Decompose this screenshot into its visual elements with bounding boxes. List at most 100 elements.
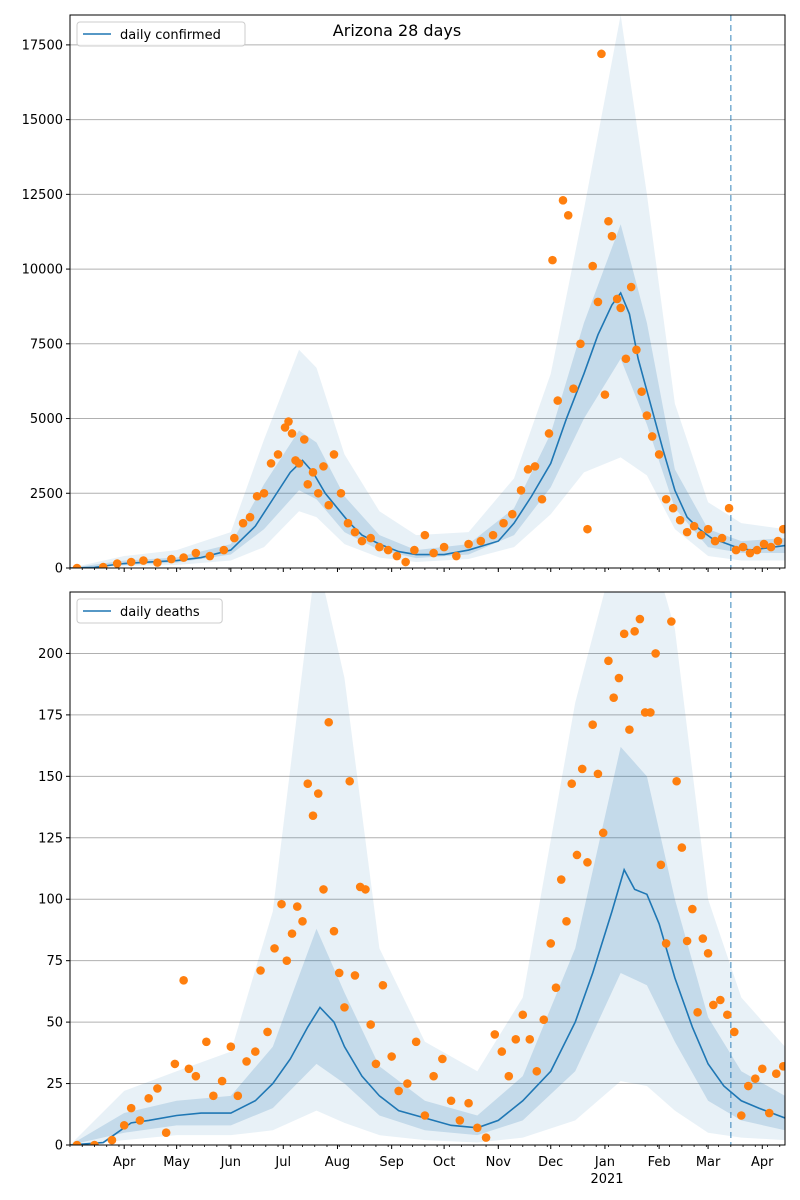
data-point [263, 1027, 272, 1037]
data-point [476, 536, 486, 546]
x-tick-label: Jan [594, 1155, 615, 1170]
data-point [126, 1103, 136, 1113]
y-tick-label: 5000 [30, 412, 63, 427]
data-point [651, 649, 660, 658]
data-point [593, 297, 603, 307]
data-point [329, 450, 339, 459]
y-tick-label: 175 [38, 708, 63, 723]
data-point [126, 557, 136, 567]
data-point [308, 468, 318, 477]
data-point [752, 545, 762, 555]
data-point [766, 542, 776, 552]
figure-title: Arizona 28 days [333, 21, 461, 40]
data-point [563, 210, 573, 220]
data-point [677, 843, 687, 852]
data-point [139, 556, 148, 565]
x-tick-label: Jun [220, 1155, 241, 1170]
data-point [703, 948, 713, 958]
data-point [696, 530, 706, 540]
data-point [361, 885, 370, 894]
data-point [266, 459, 276, 468]
data-point [668, 503, 678, 513]
legend-label: daily deaths [120, 605, 200, 620]
data-point [504, 1071, 514, 1081]
data-point [277, 899, 286, 909]
data-point [481, 1133, 491, 1142]
data-point [607, 231, 617, 241]
data-point [252, 491, 262, 501]
data-point [717, 533, 727, 543]
data-point [499, 518, 508, 528]
data-point [410, 545, 419, 555]
data-point [558, 196, 568, 205]
data-point [308, 811, 318, 820]
data-point [179, 976, 188, 985]
data-point [324, 717, 334, 727]
uncertainty-band-50 [70, 224, 785, 568]
data-point [689, 521, 699, 531]
data-point [682, 527, 692, 537]
data-point [144, 1094, 153, 1103]
data-point [642, 411, 652, 420]
y-tick-label: 7500 [30, 337, 63, 352]
data-point [119, 1121, 129, 1130]
plot-area [70, 592, 785, 1145]
x-tick-label: Jul [274, 1155, 291, 1170]
y-tick-label: 25 [46, 1077, 63, 1092]
data-point [569, 384, 578, 393]
data-point [667, 617, 676, 626]
data-point [716, 995, 725, 1005]
data-point [525, 1035, 535, 1044]
data-point [551, 983, 561, 993]
data-point [614, 673, 624, 683]
data-point [604, 656, 613, 666]
y-tick-label: 0 [55, 1139, 63, 1154]
y-tick-label: 125 [38, 831, 63, 846]
data-point [350, 527, 360, 537]
data-point [345, 776, 355, 786]
data-point [632, 345, 641, 355]
data-point [497, 1047, 507, 1056]
y-tick-label: 2500 [30, 487, 63, 502]
data-point [630, 627, 639, 636]
data-point [375, 542, 384, 552]
data-point [319, 462, 328, 471]
data-point [745, 548, 755, 558]
x-tick-label: Dec [538, 1155, 563, 1170]
data-point [576, 339, 585, 349]
data-point [313, 488, 323, 498]
data-point [205, 551, 215, 561]
data-point [672, 776, 681, 786]
data-point [319, 885, 328, 894]
data-point [577, 764, 587, 774]
data-point [588, 261, 598, 271]
data-point [191, 1071, 201, 1081]
x-tick-label: Feb [648, 1155, 671, 1170]
model-line [70, 867, 785, 1145]
data-point [609, 693, 618, 702]
x-tick-label: May [163, 1155, 190, 1170]
data-point [90, 1140, 99, 1145]
data-point [366, 1020, 375, 1029]
data-point [516, 485, 526, 495]
data-point [455, 1116, 465, 1125]
data-point [730, 1027, 739, 1037]
data-point [757, 1064, 767, 1074]
y-tick-label: 200 [38, 647, 63, 662]
data-point [72, 563, 82, 568]
data-point [282, 956, 292, 965]
data-point [411, 1037, 421, 1047]
data-point [242, 1057, 251, 1066]
data-point [420, 530, 430, 540]
data-point [303, 779, 313, 789]
data-point [661, 494, 671, 504]
x-tick-label: Mar [696, 1155, 721, 1170]
axes-frame [69, 14, 786, 569]
daily-confirmed-panel: 0 2500 5000 7500 10000 12500 15000 17500 daily c… [22, 14, 786, 577]
data-point [736, 1111, 746, 1120]
data-point [738, 542, 748, 552]
data-point [556, 875, 566, 884]
data-point [507, 509, 517, 519]
data-point [731, 545, 741, 555]
